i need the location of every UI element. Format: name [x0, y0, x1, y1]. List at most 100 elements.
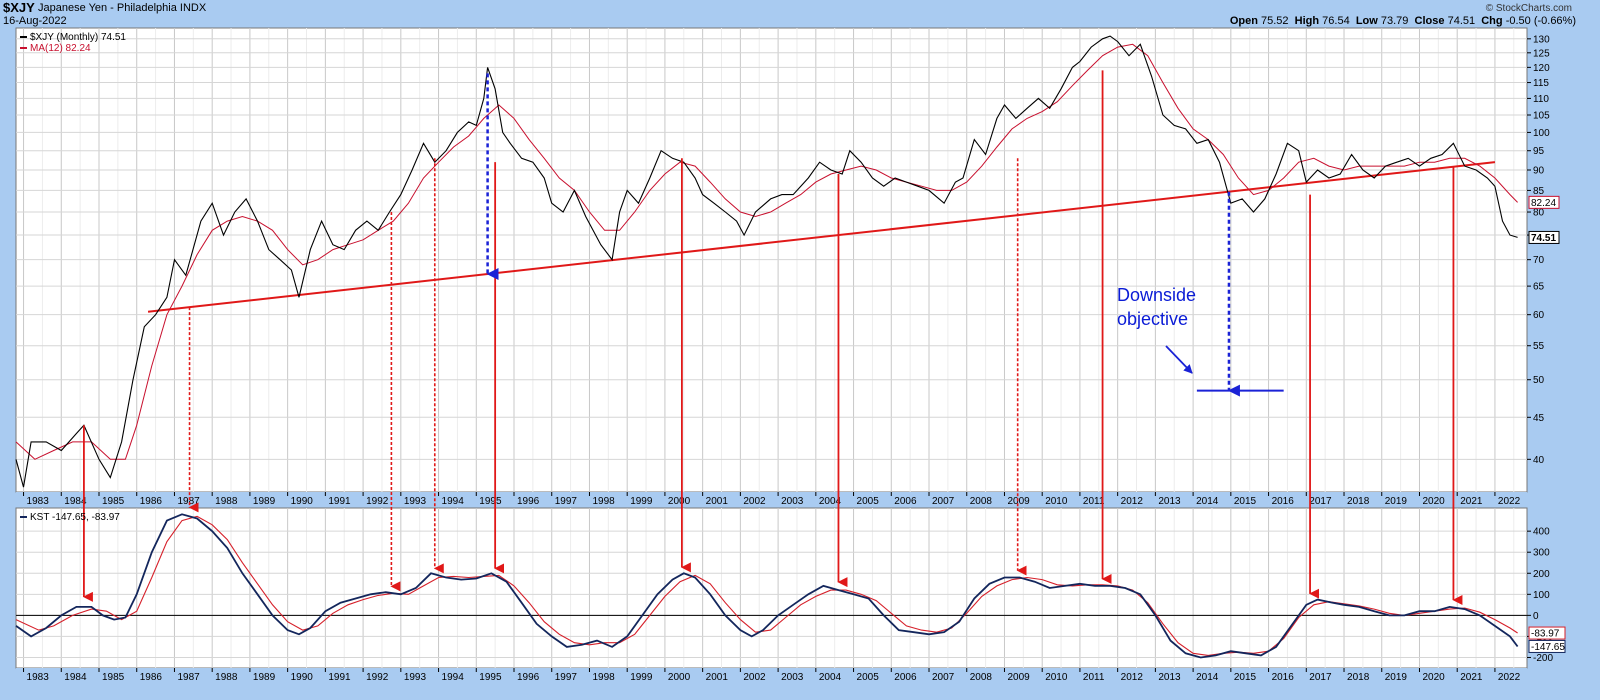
- kst-x-tick-label: 2000: [668, 672, 691, 683]
- price-x-tick-label: 2000: [668, 496, 691, 507]
- price-x-tick-label: 2022: [1498, 496, 1521, 507]
- low-value: 73.79: [1380, 15, 1409, 27]
- price-x-tick-label: 2008: [970, 496, 993, 507]
- price-x-tick-label: 2007: [932, 496, 955, 507]
- kst-x-tick-label: 2020: [1422, 672, 1445, 683]
- price-line: [15, 35, 1518, 488]
- kst-y-tick-label: 400: [1533, 527, 1550, 538]
- kst-x-tick-label: 1991: [328, 672, 351, 683]
- ma-last-value: 82.24: [1531, 198, 1556, 209]
- ma-legend-text: MA(12) 82.24: [30, 43, 91, 54]
- kst-x-tick-label: 1994: [442, 672, 465, 683]
- price-x-tick-label: 1991: [328, 496, 351, 507]
- gridlines: [16, 28, 1531, 672]
- price-x-tick-label: 2013: [1158, 496, 1181, 507]
- price-y-tick-label: 105: [1533, 111, 1550, 122]
- kst-x-tick-label: 2022: [1498, 672, 1521, 683]
- signal-last-value: -83.97: [1531, 629, 1560, 640]
- price-x-tick-label: 2004: [819, 496, 842, 507]
- price-x-tick-label: 2019: [1385, 496, 1408, 507]
- close-label: Close: [1414, 15, 1445, 27]
- price-y-tick-label: 80: [1533, 208, 1545, 219]
- kst-x-tick-label: 1984: [64, 672, 87, 683]
- kst-last-tag: -147.65: [1528, 639, 1566, 653]
- price-xaxis-strip: [16, 492, 1527, 508]
- kst-panel: [15, 507, 1528, 669]
- price-x-tick-label: 2010: [1045, 496, 1068, 507]
- downside-label-line2: objective: [1117, 309, 1188, 329]
- price-x-tick-label: 1990: [291, 496, 314, 507]
- signal-arrows: [82, 70, 1463, 605]
- ticker-symbol: $XJY: [3, 0, 35, 15]
- price-x-tick-label: 1992: [366, 496, 389, 507]
- price-x-tick-label: 2012: [1121, 496, 1144, 507]
- kst-x-tick-label: 1992: [366, 672, 389, 683]
- price-x-tick-label: 2016: [1272, 496, 1295, 507]
- kst-x-tick-label: 2017: [1309, 672, 1332, 683]
- kst-x-tick-label: 2007: [932, 672, 955, 683]
- price-y-tick-label: 65: [1533, 282, 1545, 293]
- kst-x-tick-label: 1998: [592, 672, 615, 683]
- kst-x-tick-label: 2014: [1196, 672, 1219, 683]
- kst-x-tick-label: 1988: [215, 672, 238, 683]
- kst-y-tick-label: 200: [1533, 569, 1550, 580]
- kst-x-tick-label: 2009: [1007, 672, 1030, 683]
- price-x-tick-label: 2009: [1007, 496, 1030, 507]
- price-x-tick-label: 2014: [1196, 496, 1219, 507]
- kst-x-tick-label: 2006: [894, 672, 917, 683]
- low-label: Low: [1355, 15, 1378, 27]
- open-value: 75.52: [1261, 15, 1289, 27]
- kst-x-tick-label: 2003: [781, 672, 804, 683]
- kst-x-tick-label: 2002: [743, 672, 766, 683]
- kst-last-value: -147.65: [1531, 642, 1565, 653]
- kst-x-tick-label: 1987: [177, 672, 200, 683]
- price-y-tick-label: 85: [1533, 186, 1545, 197]
- price-legend-text: $XJY (Monthly) 74.51: [30, 32, 126, 43]
- open-label: Open: [1229, 15, 1258, 27]
- price-x-tick-label: 2021: [1460, 496, 1483, 507]
- kst-x-tick-label: 1999: [630, 672, 653, 683]
- price-x-tick-label: 2005: [857, 496, 880, 507]
- stockcharts-credit: © StockCharts.com: [1485, 3, 1572, 14]
- price-y-tick-label: 130: [1533, 34, 1550, 45]
- price-x-tick-label: 2020: [1422, 496, 1445, 507]
- kst-x-tick-label: 2008: [970, 672, 993, 683]
- price-y-tick-label: 100: [1533, 128, 1550, 139]
- ma12-line: [15, 43, 1518, 460]
- price-x-tick-label: 2006: [894, 496, 917, 507]
- high-value: 76.54: [1322, 15, 1350, 27]
- kst-x-tick-label: 2013: [1158, 672, 1181, 683]
- kst-x-tick-label: 1989: [253, 672, 276, 683]
- kst-line: [15, 513, 1519, 659]
- price-x-tick-label: 1985: [102, 496, 125, 507]
- price-x-tick-label: 2002: [743, 496, 766, 507]
- price-x-tick-label: 1993: [404, 496, 427, 507]
- price-y-tick-label: 115: [1533, 78, 1549, 89]
- kst-x-tick-label: 1997: [555, 672, 578, 683]
- kst-legend: KST -147.65, -83.97: [20, 512, 120, 523]
- kst-y-tick-label: 300: [1533, 548, 1550, 559]
- price-y-tick-label: 110: [1533, 94, 1549, 105]
- kst-x-tick-label: 1986: [140, 672, 163, 683]
- kst-x-tick-label: 1983: [27, 672, 50, 683]
- price-x-tick-label: 2003: [781, 496, 804, 507]
- downside-label-line1: Downside: [1117, 285, 1196, 305]
- y-axis-labels: 4045505560657075808590951001051101151201…: [1533, 34, 1553, 664]
- price-y-tick-label: 55: [1533, 341, 1545, 352]
- kst-x-tick-label: 2021: [1460, 672, 1483, 683]
- kst-x-tick-label: 2016: [1272, 672, 1295, 683]
- price-x-tick-label: 2015: [1234, 496, 1257, 507]
- kst-x-tick-label: 1985: [102, 672, 125, 683]
- kst-y-tick-label: -200: [1533, 653, 1553, 664]
- kst-x-tick-label: 1995: [479, 672, 502, 683]
- price-y-tick-label: 60: [1533, 310, 1545, 321]
- price-last-tag: 74.51: [1528, 230, 1560, 244]
- ma-last-tag: 82.24: [1528, 195, 1560, 209]
- objective-pointer-arrow: [1165, 345, 1193, 374]
- kst-y-tick-label: 0: [1533, 611, 1539, 622]
- x-axis-labels: 1983 1983 1984 1984 1985 1985 1986 1986 1987 1987…: [27, 496, 1521, 683]
- instrument-name: Japanese Yen - Philadelphia INDX: [38, 2, 207, 14]
- price-y-tick-label: 70: [1533, 255, 1545, 266]
- price-x-tick-label: 2011: [1083, 496, 1105, 507]
- price-x-tick-label: 1995: [479, 496, 502, 507]
